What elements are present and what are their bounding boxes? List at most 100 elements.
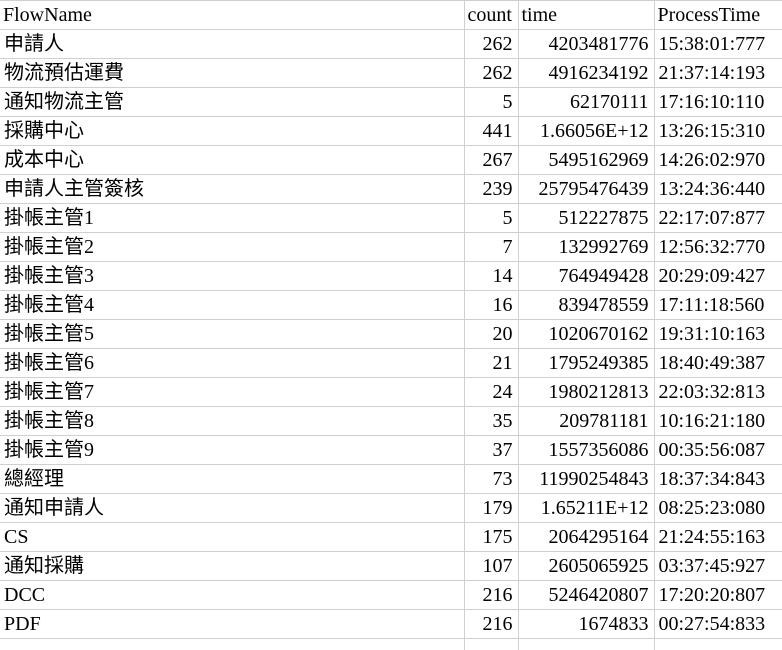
cell-processtime[interactable]: 21:37:14:193 xyxy=(653,58,782,88)
cell-count[interactable]: 16 xyxy=(463,290,519,320)
column-header-flowname[interactable]: FlowName xyxy=(0,0,465,30)
cell-flowname[interactable]: 通知申請人 xyxy=(0,493,465,523)
cell-flowname[interactable]: DCC xyxy=(0,580,465,610)
cell-count[interactable]: 20 xyxy=(463,319,519,349)
cell-flowname[interactable]: 掛帳主管4 xyxy=(0,290,465,320)
cell-count[interactable]: 35 xyxy=(463,406,519,436)
empty-cell[interactable] xyxy=(517,638,655,650)
table-row: 成本中心 267 5495162969 14:26:02:970 xyxy=(0,145,782,175)
cell-count[interactable]: 267 xyxy=(463,145,519,175)
cell-flowname[interactable]: 通知物流主管 xyxy=(0,87,465,117)
cell-count[interactable]: 216 xyxy=(463,609,519,639)
cell-time[interactable]: 1795249385 xyxy=(517,348,655,378)
cell-count[interactable]: 7 xyxy=(463,232,519,262)
cell-processtime[interactable]: 13:26:15:310 xyxy=(653,116,782,146)
cell-count[interactable]: 216 xyxy=(463,580,519,610)
cell-time[interactable]: 209781181 xyxy=(517,406,655,436)
cell-flowname[interactable]: 物流預估運費 xyxy=(0,58,465,88)
table-row: 申請人主管簽核 239 25795476439 13:24:36:440 xyxy=(0,174,782,204)
cell-time[interactable]: 2064295164 xyxy=(517,522,655,552)
cell-time[interactable]: 11990254843 xyxy=(517,464,655,494)
cell-flowname[interactable]: 掛帳主管2 xyxy=(0,232,465,262)
cell-count[interactable]: 107 xyxy=(463,551,519,581)
cell-flowname[interactable]: 總經理 xyxy=(0,464,465,494)
column-header-processtime[interactable]: ProcessTime xyxy=(653,0,782,30)
cell-processtime[interactable]: 10:16:21:180 xyxy=(653,406,782,436)
cell-processtime[interactable]: 19:31:10:163 xyxy=(653,319,782,349)
cell-flowname[interactable]: PDF xyxy=(0,609,465,639)
cell-time[interactable]: 839478559 xyxy=(517,290,655,320)
empty-cell[interactable] xyxy=(653,638,782,650)
cell-processtime[interactable]: 22:17:07:877 xyxy=(653,203,782,233)
cell-count[interactable]: 262 xyxy=(463,58,519,88)
cell-time[interactable]: 512227875 xyxy=(517,203,655,233)
cell-flowname[interactable]: 掛帳主管7 xyxy=(0,377,465,407)
cell-flowname[interactable]: 掛帳主管9 xyxy=(0,435,465,465)
cell-flowname[interactable]: 掛帳主管1 xyxy=(0,203,465,233)
cell-processtime[interactable]: 12:56:32:770 xyxy=(653,232,782,262)
cell-count[interactable]: 73 xyxy=(463,464,519,494)
empty-cell[interactable] xyxy=(0,638,465,650)
cell-time[interactable]: 62170111 xyxy=(517,87,655,117)
cell-processtime[interactable]: 20:29:09:427 xyxy=(653,261,782,291)
cell-time[interactable]: 2605065925 xyxy=(517,551,655,581)
cell-time[interactable]: 1020670162 xyxy=(517,319,655,349)
cell-count[interactable]: 37 xyxy=(463,435,519,465)
cell-time[interactable]: 5246420807 xyxy=(517,580,655,610)
empty-cell[interactable] xyxy=(463,638,519,650)
cell-count[interactable]: 5 xyxy=(463,87,519,117)
cell-time[interactable]: 1.65211E+12 xyxy=(517,493,655,523)
cell-flowname[interactable]: 掛帳主管6 xyxy=(0,348,465,378)
cell-time[interactable]: 1674833 xyxy=(517,609,655,639)
cell-time[interactable]: 5495162969 xyxy=(517,145,655,175)
cell-time[interactable]: 1.66056E+12 xyxy=(517,116,655,146)
cell-flowname[interactable]: 申請人 xyxy=(0,29,465,59)
cell-processtime[interactable]: 22:03:32:813 xyxy=(653,377,782,407)
cell-flowname[interactable]: 掛帳主管8 xyxy=(0,406,465,436)
cell-processtime[interactable]: 00:35:56:087 xyxy=(653,435,782,465)
cell-count[interactable]: 21 xyxy=(463,348,519,378)
cell-processtime[interactable]: 15:38:01:777 xyxy=(653,29,782,59)
column-header-count[interactable]: count xyxy=(463,0,519,30)
cell-count[interactable]: 14 xyxy=(463,261,519,291)
cell-count[interactable]: 441 xyxy=(463,116,519,146)
cell-time[interactable]: 1980212813 xyxy=(517,377,655,407)
cell-processtime[interactable]: 08:25:23:080 xyxy=(653,493,782,523)
cell-time[interactable]: 25795476439 xyxy=(517,174,655,204)
cell-flowname[interactable]: 掛帳主管3 xyxy=(0,261,465,291)
cell-count[interactable]: 5 xyxy=(463,203,519,233)
header-row: FlowName count time ProcessTime xyxy=(0,0,782,30)
cell-flowname[interactable]: 通知採購 xyxy=(0,551,465,581)
cell-time[interactable]: 764949428 xyxy=(517,261,655,291)
cell-flowname[interactable]: CS xyxy=(0,522,465,552)
cell-count[interactable]: 24 xyxy=(463,377,519,407)
cell-count[interactable]: 179 xyxy=(463,493,519,523)
cell-flowname[interactable]: 申請人主管簽核 xyxy=(0,174,465,204)
cell-time[interactable]: 132992769 xyxy=(517,232,655,262)
cell-count[interactable]: 262 xyxy=(463,29,519,59)
cell-count[interactable]: 175 xyxy=(463,522,519,552)
cell-processtime[interactable]: 13:24:36:440 xyxy=(653,174,782,204)
cell-processtime[interactable]: 21:24:55:163 xyxy=(653,522,782,552)
table-row: 通知物流主管 5 62170111 17:16:10:110 xyxy=(0,87,782,117)
cell-processtime[interactable]: 18:37:34:843 xyxy=(653,464,782,494)
cell-time[interactable]: 4916234192 xyxy=(517,58,655,88)
cell-processtime[interactable]: 00:27:54:833 xyxy=(653,609,782,639)
table-row: 掛帳主管9 37 1557356086 00:35:56:087 xyxy=(0,435,782,465)
cell-flowname[interactable]: 掛帳主管5 xyxy=(0,319,465,349)
cell-processtime[interactable]: 17:20:20:807 xyxy=(653,580,782,610)
cell-flowname[interactable]: 採購中心 xyxy=(0,116,465,146)
cell-time[interactable]: 4203481776 xyxy=(517,29,655,59)
table-row: 掛帳主管8 35 209781181 10:16:21:180 xyxy=(0,406,782,436)
cell-processtime[interactable]: 18:40:49:387 xyxy=(653,348,782,378)
cell-processtime[interactable]: 14:26:02:970 xyxy=(653,145,782,175)
cell-processtime[interactable]: 17:16:10:110 xyxy=(653,87,782,117)
cell-count[interactable]: 239 xyxy=(463,174,519,204)
cell-processtime[interactable]: 03:37:45:927 xyxy=(653,551,782,581)
cell-time[interactable]: 1557356086 xyxy=(517,435,655,465)
cell-flowname[interactable]: 成本中心 xyxy=(0,145,465,175)
column-header-time[interactable]: time xyxy=(517,0,655,30)
cell-processtime[interactable]: 17:11:18:560 xyxy=(653,290,782,320)
